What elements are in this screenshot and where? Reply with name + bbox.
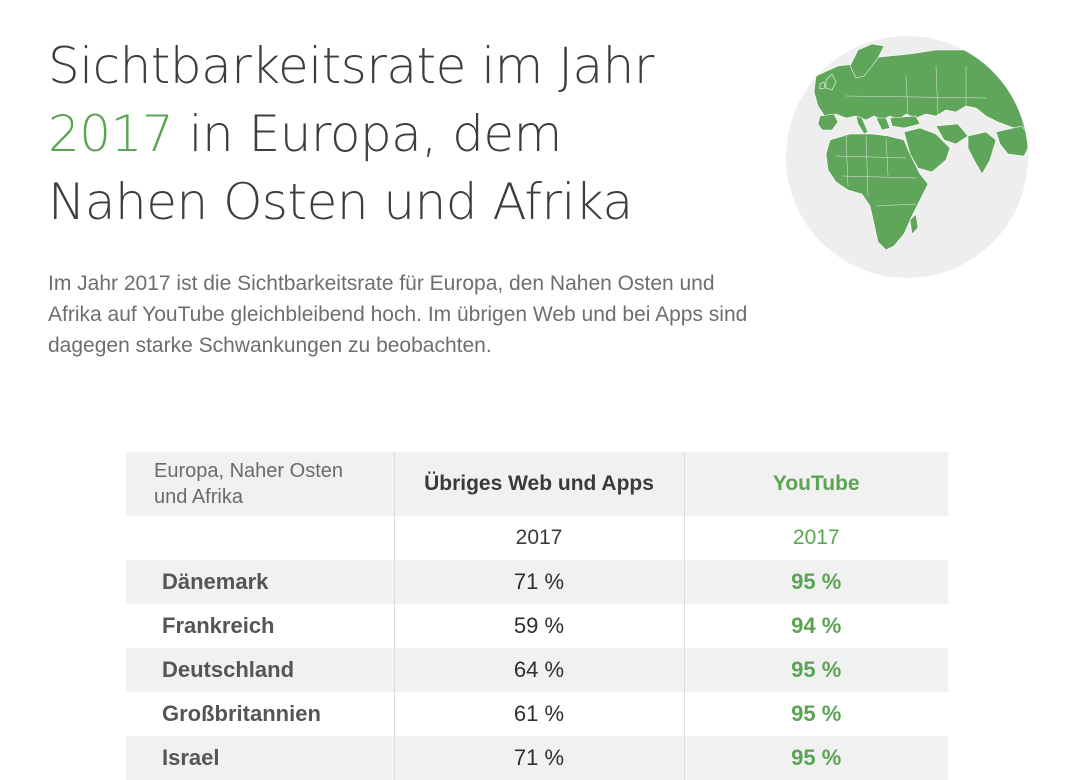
region-header-line-2: und Afrika — [154, 486, 243, 508]
web-apps-value: 61 % — [393, 692, 684, 736]
year-row: 2017 2017 — [126, 516, 948, 560]
youtube-header: YouTube — [683, 452, 948, 516]
country-name: Israel — [126, 736, 394, 780]
web-apps-value: 71 % — [393, 736, 684, 780]
youtube-value: 95 % — [683, 692, 948, 736]
youtube-value: 95 % — [683, 560, 948, 604]
region-header-line-1: Europa, Naher Osten — [154, 460, 343, 482]
web-apps-value: 71 % — [393, 560, 684, 604]
youtube-value: 94 % — [683, 604, 948, 648]
country-name: Großbritannien — [162, 701, 321, 726]
web-apps-year: 2017 — [393, 516, 684, 560]
intro-paragraph: Im Jahr 2017 ist die Sichtbarkeitsrate f… — [48, 272, 748, 357]
globe-map-icon — [786, 36, 1028, 278]
web-apps-value: 64 % — [393, 648, 684, 692]
web-apps-header: Übriges Web und Apps — [393, 452, 684, 516]
youtube-year: 2017 — [683, 516, 948, 560]
region-header: Europa, Naher Osten und Afrika — [126, 452, 394, 516]
table-row: Frankreich 59 % 94 % — [126, 604, 948, 648]
youtube-value: 95 % — [683, 736, 948, 780]
web-apps-value: 59 % — [393, 604, 684, 648]
page-title: Sichtbarkeitsrate im Jahr 2017 in Europa… — [48, 32, 768, 236]
table-row: Dänemark 71 % 95 % — [126, 560, 948, 604]
title-line-3: Nahen Osten und Afrika — [48, 173, 633, 231]
table-row: Großbritannien 61 % 95 % — [126, 692, 948, 736]
title-line-2: in Europa, dem — [173, 105, 563, 163]
title-line-1: Sichtbarkeitsrate im Jahr — [48, 37, 654, 95]
table-row: Israel 71 % 95 % — [126, 736, 948, 780]
country-name: Dänemark — [126, 560, 394, 604]
country-name: Frankreich — [162, 613, 275, 638]
visibility-table: Europa, Naher Osten und Afrika Übriges W… — [126, 452, 948, 780]
title-year: 2017 — [48, 105, 174, 163]
year-row-spacer — [126, 516, 394, 560]
youtube-value: 95 % — [683, 648, 948, 692]
country-name: Deutschland — [126, 648, 394, 692]
table-header-row: Europa, Naher Osten und Afrika Übriges W… — [126, 452, 948, 516]
table-row: Deutschland 64 % 95 % — [126, 648, 948, 692]
